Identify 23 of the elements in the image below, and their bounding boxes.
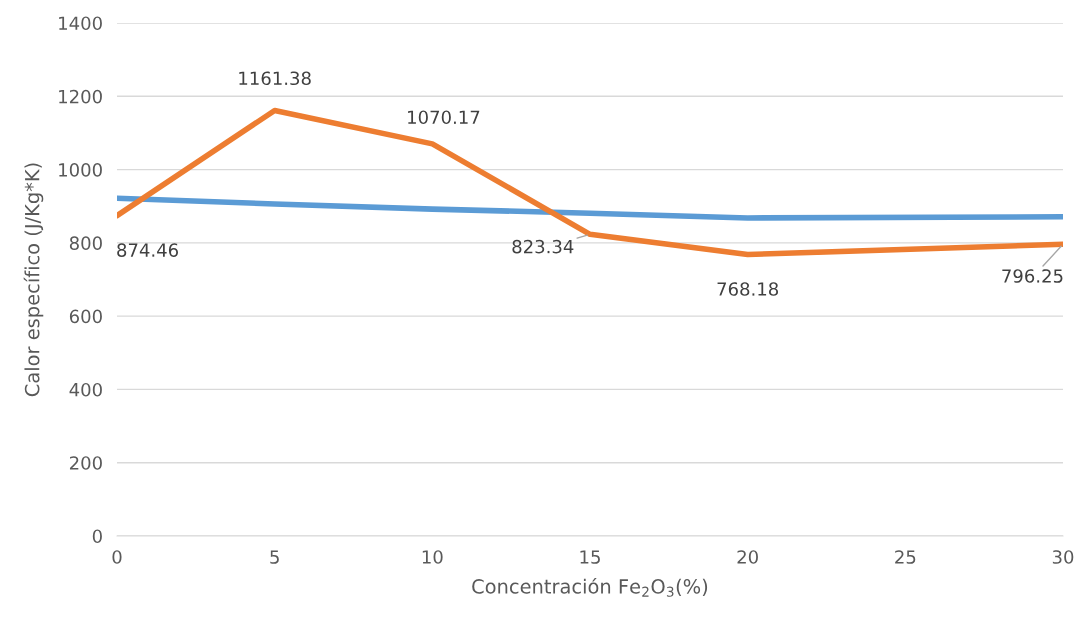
x-tick-label: 5 [270,550,279,564]
x-tick-label: 30 [1052,550,1074,564]
y-tick-label: 1400 [59,16,102,31]
data-label: 768.18 [717,282,779,296]
y-tick-label: 800 [69,236,102,250]
x-tick-label: 10 [422,550,443,564]
y-tick-label: 0 [92,529,102,544]
data-label: 796.25 [1002,269,1063,283]
x-axis-title: Concentración Fe$_{2}$O$_{3}$(%) [472,577,708,597]
y-tick-label: 1000 [59,163,102,177]
x-tick-label: 25 [895,550,916,564]
data-label: 1161.38 [239,71,311,86]
x-tick-label: 0 [112,550,122,564]
data-label: 1070.17 [408,110,480,125]
y-tick-label: 1200 [59,89,102,104]
y-tick-label: 400 [69,382,102,397]
y-tick-label: 600 [69,309,102,324]
y-tick-label: 200 [69,456,102,470]
x-tick-label: 15 [580,550,600,564]
data-label: 874.46 [117,243,179,257]
data-label: 823.34 [512,239,574,254]
x-tick-label: 20 [737,550,758,564]
y-axis-title: Calor específico (J/Kg*K) [23,163,44,397]
